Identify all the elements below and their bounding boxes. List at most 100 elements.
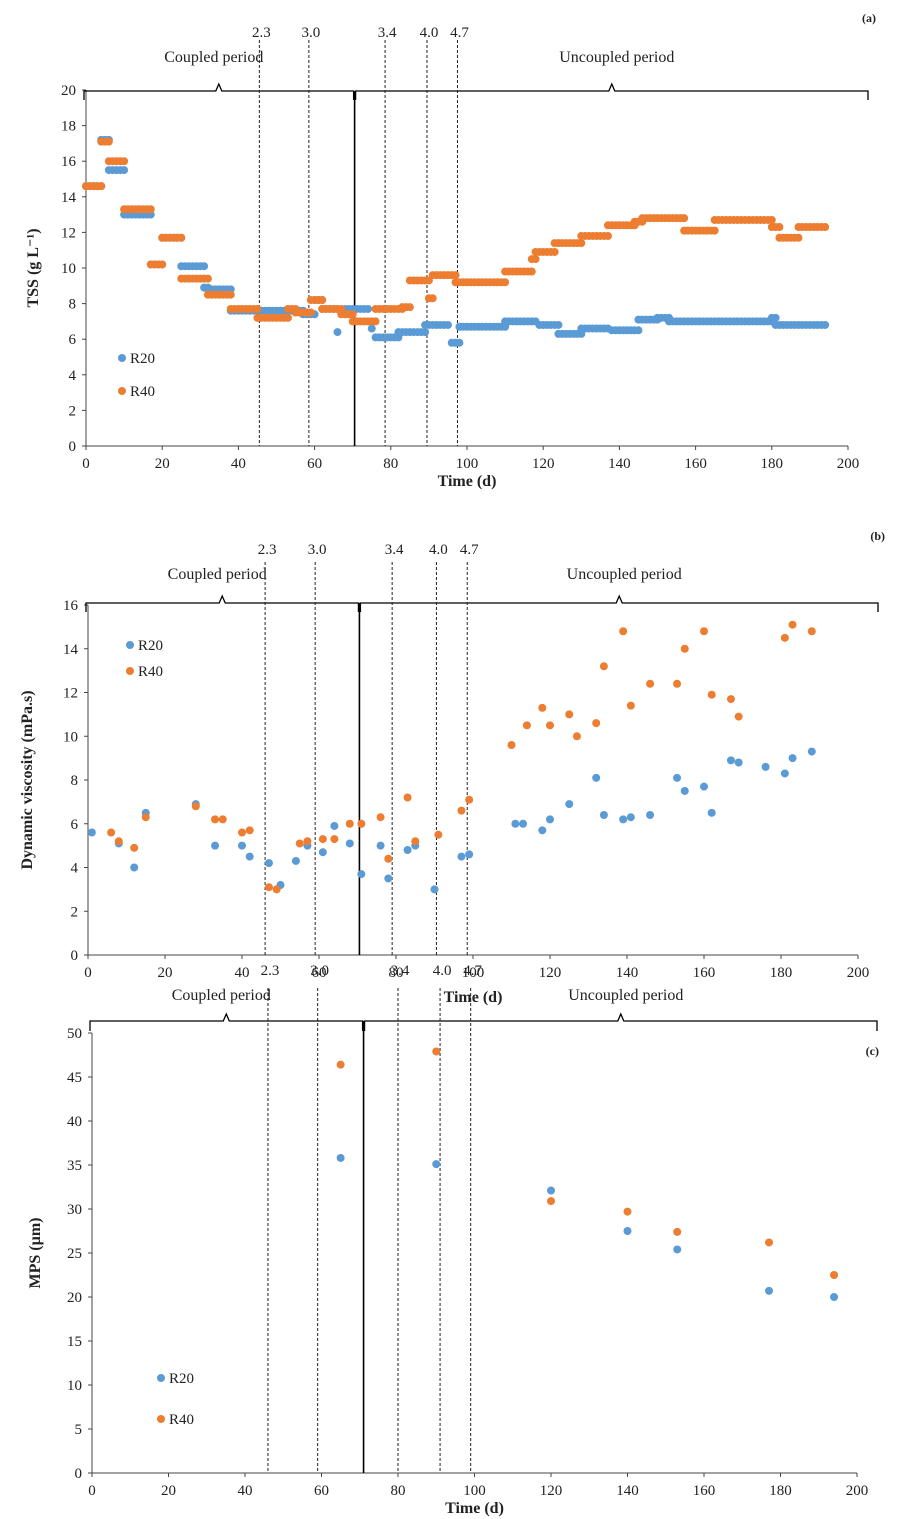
x-axis-title: Time (d) bbox=[438, 473, 497, 490]
data-point-R40 bbox=[538, 703, 547, 712]
y-tick-label: 8 bbox=[71, 773, 79, 789]
y-tick-label: 14 bbox=[63, 642, 79, 658]
data-point-R20 bbox=[626, 813, 635, 822]
y-tick-label: 10 bbox=[63, 729, 78, 745]
x-tick-label: 80 bbox=[389, 965, 404, 981]
data-point-R40 bbox=[120, 157, 129, 166]
data-point-R40 bbox=[303, 837, 312, 846]
coupled-period-brace bbox=[89, 1012, 364, 1031]
legend-label-R20: R20 bbox=[138, 638, 163, 654]
data-point-R40 bbox=[603, 231, 612, 240]
coupled-period-label: Coupled period bbox=[168, 566, 267, 583]
data-point-R20 bbox=[734, 758, 743, 767]
panel-label: (a) bbox=[862, 11, 876, 25]
data-point-R20 bbox=[421, 328, 430, 337]
y-tick-label: 45 bbox=[67, 1070, 82, 1086]
data-point-R40 bbox=[726, 695, 735, 704]
marker-label: 4.7 bbox=[460, 542, 479, 558]
data-point-R40 bbox=[565, 710, 574, 719]
data-point-R40 bbox=[531, 255, 540, 264]
y-tick-label: 0 bbox=[69, 439, 77, 455]
data-point-R20 bbox=[619, 815, 628, 824]
x-axis-title: Time (d) bbox=[445, 1500, 504, 1517]
data-point-R40 bbox=[807, 627, 816, 636]
marker-label: 3.0 bbox=[308, 542, 327, 558]
y-tick-label: 40 bbox=[67, 1114, 82, 1130]
marker-label: 2.3 bbox=[258, 542, 277, 558]
y-tick-label: 15 bbox=[67, 1334, 82, 1350]
x-tick-label: 100 bbox=[456, 456, 479, 472]
data-point-R20 bbox=[807, 747, 816, 756]
y-axis-title: Dynamic viscosity (mPa.s) bbox=[19, 690, 36, 869]
data-point-R40 bbox=[780, 633, 789, 642]
chart-panel-2: (b) 0 20 40 60 80 100 120 140 160 180 200 0 2 4 6 8 10 12 1… bbox=[19, 529, 885, 1006]
x-tick-label: 100 bbox=[463, 1483, 486, 1499]
data-point-R20 bbox=[87, 828, 96, 837]
x-tick-label: 160 bbox=[693, 965, 716, 981]
data-point-R40 bbox=[592, 719, 601, 728]
data-point-R40 bbox=[830, 1271, 839, 1279]
x-tick-label: 40 bbox=[235, 965, 250, 981]
x-tick-label: 160 bbox=[684, 456, 707, 472]
series-R40 bbox=[82, 137, 830, 326]
data-point-R40 bbox=[357, 819, 366, 828]
data-point-R20 bbox=[330, 821, 339, 830]
data-point-R20 bbox=[788, 754, 797, 763]
data-point-R40 bbox=[680, 214, 689, 223]
data-point-R40 bbox=[330, 835, 339, 844]
series-R20 bbox=[87, 747, 816, 894]
uncoupled-period-label: Uncoupled period bbox=[567, 566, 682, 583]
data-point-R20 bbox=[376, 841, 385, 850]
x-tick-label: 20 bbox=[161, 1483, 176, 1499]
y-tick-label: 0 bbox=[71, 948, 79, 964]
data-point-R20 bbox=[519, 819, 528, 828]
data-point-R40 bbox=[411, 837, 420, 846]
data-point-R40 bbox=[345, 819, 354, 828]
data-point-R20 bbox=[455, 338, 464, 347]
legend-marker-R40 bbox=[118, 387, 126, 395]
y-tick-label: 20 bbox=[67, 1290, 82, 1306]
data-point-R40 bbox=[619, 627, 628, 636]
data-point-R40 bbox=[599, 662, 608, 671]
data-point-R40 bbox=[700, 627, 708, 636]
data-point-R40 bbox=[673, 679, 682, 688]
uncoupled-period-brace bbox=[363, 1012, 878, 1031]
marker-label: 4.7 bbox=[450, 25, 469, 41]
y-tick-label: 2 bbox=[69, 403, 77, 419]
x-tick-label: 200 bbox=[837, 456, 860, 472]
y-tick-label: 50 bbox=[67, 1026, 82, 1042]
data-point-R40 bbox=[146, 205, 155, 214]
data-point-R20 bbox=[599, 811, 608, 819]
data-point-R20 bbox=[238, 841, 246, 850]
x-tick-label: 200 bbox=[847, 965, 870, 981]
data-point-R40 bbox=[177, 233, 186, 242]
y-tick-label: 6 bbox=[71, 817, 79, 833]
y-tick-label: 30 bbox=[67, 1202, 82, 1218]
x-tick-label: 180 bbox=[769, 1483, 792, 1499]
data-point-R40 bbox=[734, 712, 743, 721]
marker-label: 2.3 bbox=[261, 963, 280, 979]
marker-label: 4.7 bbox=[463, 963, 482, 979]
data-point-R40 bbox=[465, 795, 474, 804]
data-point-R20 bbox=[830, 1293, 839, 1301]
y-tick-label: 0 bbox=[75, 1466, 83, 1482]
legend-label-R40: R40 bbox=[130, 384, 155, 400]
data-point-R40 bbox=[203, 274, 212, 283]
chart-panel-1: (a) 0 20 40 60 80 100 120 140 160 180 200 0 2 4 6 8 10 12 1… bbox=[25, 11, 876, 490]
x-tick-label: 80 bbox=[391, 1483, 406, 1499]
data-point-R20 bbox=[264, 859, 273, 868]
data-point-R20 bbox=[211, 841, 220, 850]
y-tick-label: 12 bbox=[63, 686, 78, 702]
data-point-R40 bbox=[371, 317, 380, 326]
data-point-R40 bbox=[794, 233, 803, 242]
x-tick-label: 120 bbox=[532, 456, 555, 472]
data-point-R40 bbox=[283, 313, 292, 322]
panel-label: (b) bbox=[870, 529, 885, 543]
data-point-R20 bbox=[565, 800, 574, 809]
data-point-R20 bbox=[511, 819, 520, 828]
x-tick-label: 0 bbox=[84, 965, 92, 981]
marker-label: 4.0 bbox=[433, 963, 452, 979]
data-point-R40 bbox=[775, 223, 784, 232]
x-tick-label: 140 bbox=[616, 965, 639, 981]
data-point-R40 bbox=[226, 290, 235, 299]
